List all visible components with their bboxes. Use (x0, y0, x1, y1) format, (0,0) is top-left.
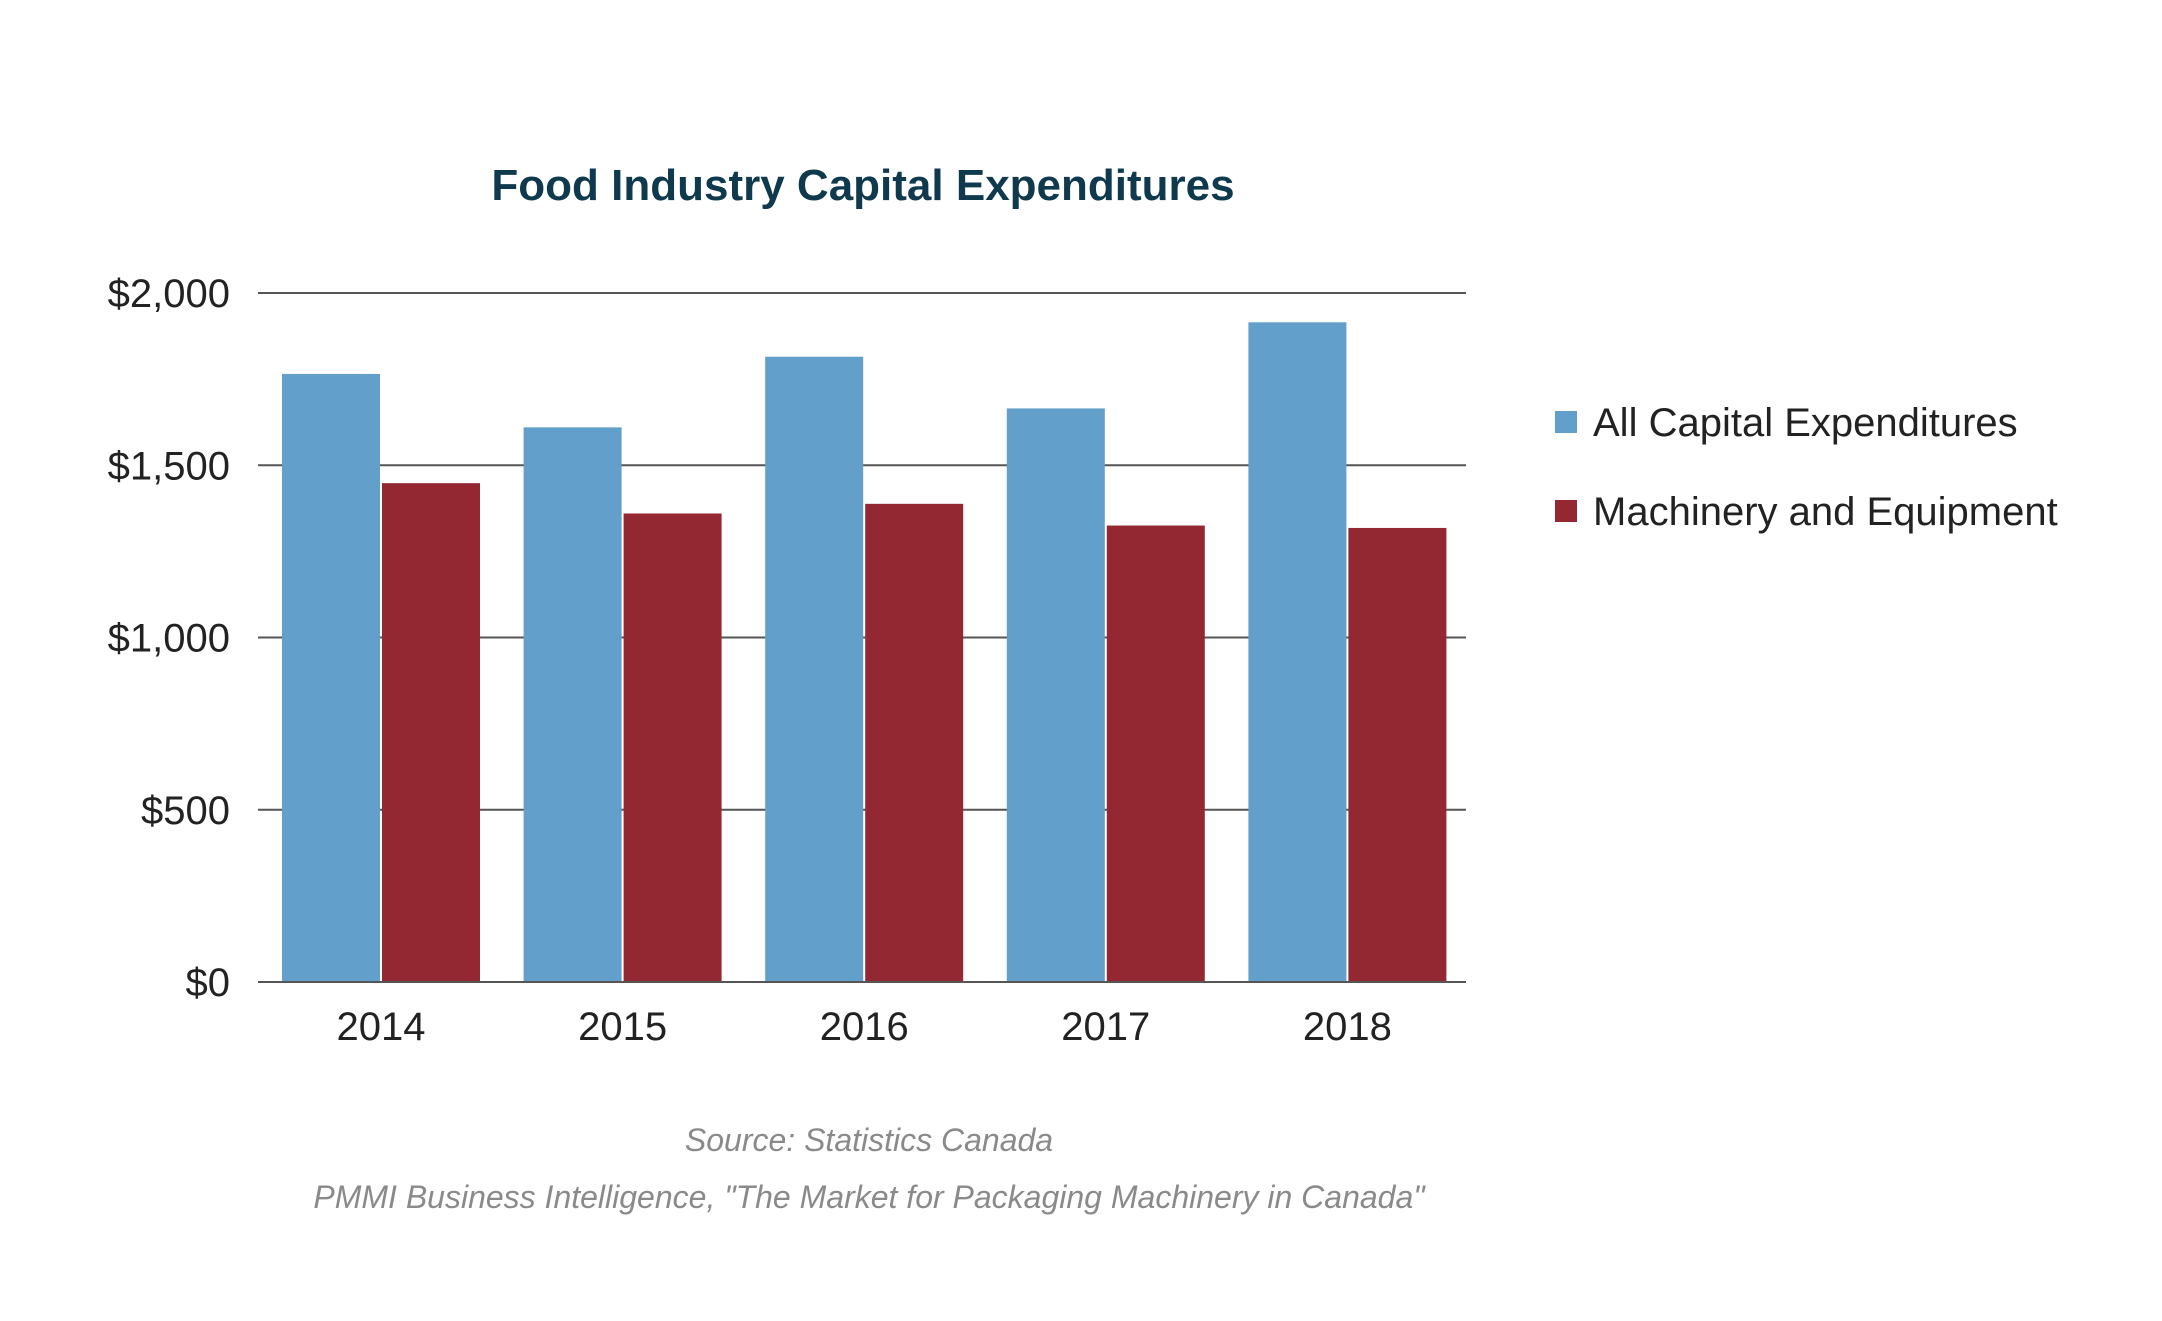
bar-machinery-and-equipment-2017 (1106, 525, 1205, 982)
bar-all-capital-expenditures-2015 (523, 427, 622, 983)
y-tick-label: $1,000 (108, 617, 230, 661)
y-tick-label: $1,500 (108, 444, 230, 488)
legend: All Capital Expenditures Machinery and E… (1555, 401, 2058, 534)
y-tick-label: $500 (141, 789, 230, 833)
x-tick-label: 2014 (337, 1005, 426, 1049)
y-tick-label: $0 (186, 961, 231, 1005)
bars (282, 322, 1447, 983)
legend-label-all-capital-expenditures: All Capital Expenditures (1593, 401, 2018, 445)
bar-all-capital-expenditures-2016 (765, 356, 864, 982)
bar-all-capital-expenditures-2014 (282, 373, 380, 982)
y-axis-tick-labels: $0 $500 $1,000 $1,500 $2,000 (108, 272, 230, 1005)
bar-all-capital-expenditures-2017 (1006, 408, 1105, 983)
bar-machinery-and-equipment-2016 (865, 503, 964, 982)
source-line-1: Source: Statistics Canada (685, 1122, 1053, 1158)
x-tick-label: 2018 (1303, 1005, 1392, 1049)
source-line-2: PMMI Business Intelligence, "The Market … (313, 1179, 1426, 1215)
legend-swatch-all-capital-expenditures (1555, 411, 1577, 433)
bar-all-capital-expenditures-2018 (1248, 322, 1347, 983)
legend-swatch-machinery-and-equipment (1555, 500, 1577, 522)
x-axis-tick-labels: 2014 2015 2016 2017 2018 (337, 1005, 1392, 1049)
bar-machinery-and-equipment-2014 (382, 483, 480, 982)
y-tick-label: $2,000 (108, 272, 230, 316)
x-tick-label: 2017 (1061, 1005, 1150, 1049)
chart-title: Food Industry Capital Expenditures (491, 161, 1234, 210)
legend-label-machinery-and-equipment: Machinery and Equipment (1593, 490, 2058, 534)
x-tick-label: 2015 (578, 1005, 667, 1049)
bar-machinery-and-equipment-2018 (1348, 527, 1447, 982)
x-tick-label: 2016 (820, 1005, 909, 1049)
bar-machinery-and-equipment-2015 (623, 513, 722, 982)
